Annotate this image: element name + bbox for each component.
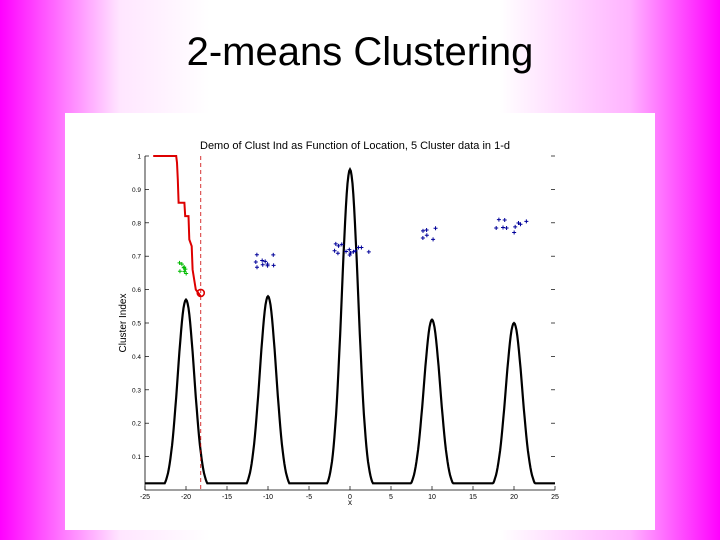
x-tick-label: 15: [469, 494, 477, 501]
y-tick-label: 0.2: [132, 421, 141, 428]
cluster-index-chart: Demo of Clust Ind as Function of Locatio…: [65, 113, 655, 530]
data-point: [263, 259, 267, 263]
data-point: [367, 250, 371, 254]
cluster-index-line: [153, 156, 201, 296]
data-point: [261, 263, 265, 267]
data-point: [503, 218, 507, 222]
figure-panel: Demo of Clust Ind as Function of Locatio…: [65, 113, 655, 530]
data-point: [334, 242, 338, 246]
data-point: [347, 248, 351, 252]
data-point: [336, 251, 340, 255]
y-tick-label: 0.9: [132, 187, 141, 194]
y-tick-label: 1: [137, 154, 141, 161]
data-point: [434, 226, 438, 230]
x-tick-label: 5: [389, 494, 393, 501]
x-tick-label: -15: [222, 494, 232, 501]
data-point: [425, 228, 429, 232]
data-point: [497, 218, 501, 222]
data-point: [254, 260, 258, 264]
data-point: [271, 253, 275, 257]
data-point: [333, 249, 337, 253]
x-tick-label: -5: [306, 494, 312, 501]
data-point: [494, 226, 498, 230]
y-tick-label: 0.6: [132, 287, 141, 294]
data-point: [260, 259, 264, 263]
plot-layer: -25 -20 -15 -10 -5 0 5 10 15 20 25 0.1 0.2 0.3 0.4 0.5 0…: [132, 154, 559, 502]
y-tick-label: 0.7: [132, 254, 141, 261]
x-tick-label: 25: [551, 494, 559, 501]
x-tick-label: 10: [428, 494, 436, 501]
data-point: [421, 236, 425, 240]
y-tick-label: 0.3: [132, 387, 141, 394]
y-tick-label: 0.8: [132, 220, 141, 227]
y-axis-label: Cluster Index: [118, 294, 129, 353]
data-point: [255, 265, 259, 269]
x-tick-label: -20: [181, 494, 191, 501]
data-point: [501, 226, 505, 230]
x-tick-label: -25: [140, 494, 150, 501]
data-point: [431, 237, 435, 241]
x-tick-label: -10: [263, 494, 273, 501]
y-tick-label: 0.4: [132, 354, 141, 361]
data-point: [178, 269, 182, 273]
data-point: [524, 219, 528, 223]
x-tick-label: 0: [348, 494, 352, 501]
x-tick-label: 20: [510, 494, 518, 501]
data-point: [425, 233, 429, 237]
y-tick-label: 0.5: [132, 321, 141, 328]
data-point: [272, 263, 276, 267]
data-point: [505, 226, 509, 230]
density-curve: [145, 169, 555, 483]
data-point: [513, 225, 517, 229]
data-point: [255, 253, 259, 257]
data-point: [512, 230, 516, 234]
data-point: [348, 253, 352, 257]
slide-title: 2-means Clustering: [0, 30, 720, 75]
y-tick-label: 0.1: [132, 454, 141, 461]
chart-title: Demo of Clust Ind as Function of Locatio…: [200, 140, 510, 152]
data-point: [421, 229, 425, 233]
